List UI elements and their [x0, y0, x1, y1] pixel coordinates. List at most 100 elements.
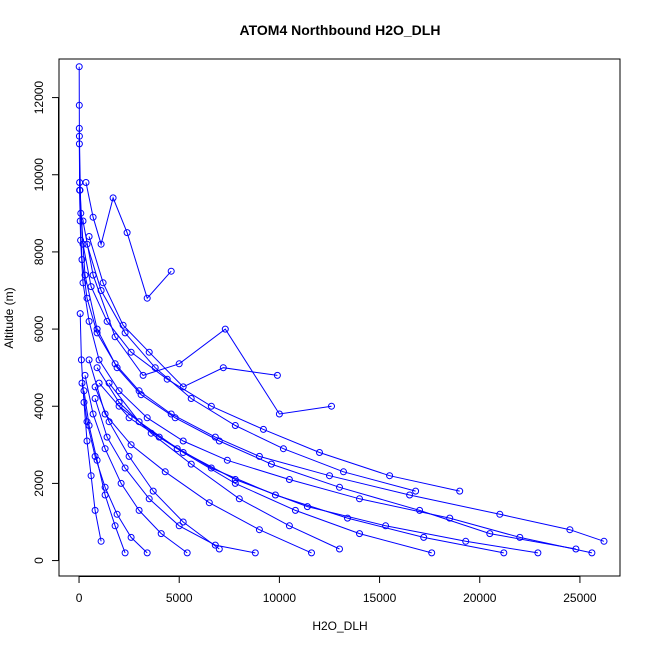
- data-point: [79, 240, 87, 248]
- data-point: [255, 526, 263, 534]
- data-point: [151, 364, 159, 372]
- series-4: [83, 240, 420, 495]
- x-tick-label: 5000: [166, 591, 193, 605]
- data-point: [231, 476, 239, 483]
- data-point: [95, 379, 103, 387]
- data-point: [456, 487, 464, 495]
- data-point: [109, 194, 117, 202]
- data-point: [259, 425, 267, 433]
- series-13: [95, 379, 542, 557]
- series-line: [81, 383, 148, 554]
- series-18: [76, 310, 105, 545]
- data-point: [356, 530, 363, 538]
- data-point: [97, 537, 105, 545]
- series-line: [86, 244, 416, 492]
- data-point: [91, 383, 99, 391]
- series-16: [80, 387, 129, 557]
- data-point: [83, 437, 91, 445]
- data-point: [75, 63, 83, 71]
- data-point: [85, 356, 93, 364]
- y-tick-label: 2000: [32, 470, 46, 497]
- data-point: [93, 325, 101, 333]
- data-point: [173, 445, 181, 453]
- data-point: [145, 348, 153, 356]
- data-point: [356, 495, 363, 503]
- data-point: [111, 333, 119, 341]
- data-point: [316, 449, 323, 456]
- data-point: [91, 395, 99, 402]
- data-point: [93, 364, 101, 372]
- data-point: [125, 414, 133, 422]
- data-point: [179, 518, 187, 526]
- data-point: [412, 487, 420, 495]
- data-point: [428, 549, 436, 557]
- data-point: [183, 549, 191, 557]
- data-point: [101, 483, 109, 491]
- plot-marks: [75, 63, 608, 557]
- data-point: [75, 132, 83, 140]
- y-tick-label: 10000: [32, 158, 46, 192]
- data-point: [328, 402, 335, 410]
- data-point: [127, 348, 135, 356]
- data-point: [115, 387, 123, 395]
- series-0: [75, 63, 608, 545]
- x-tick-label: 10000: [263, 591, 297, 605]
- y-tick-label: 6000: [32, 315, 46, 342]
- data-point: [121, 464, 129, 472]
- data-point: [303, 503, 311, 511]
- data-point: [179, 437, 187, 445]
- data-point: [179, 449, 187, 456]
- data-point: [285, 476, 293, 483]
- data-point: [111, 522, 119, 530]
- data-point: [135, 506, 143, 514]
- data-point: [91, 506, 99, 514]
- data-point: [117, 479, 125, 487]
- data-point: [223, 456, 231, 464]
- data-point: [161, 468, 169, 476]
- data-point: [382, 522, 390, 530]
- y-tick-label: 4000: [32, 393, 46, 420]
- series-11: [105, 379, 436, 557]
- data-point: [89, 410, 97, 418]
- series-line: [83, 390, 126, 554]
- data-point: [500, 549, 508, 557]
- data-point: [93, 456, 101, 464]
- series-14: [81, 371, 191, 557]
- series-8: [91, 395, 259, 557]
- data-point: [221, 325, 229, 333]
- data-point: [187, 460, 195, 468]
- data-point: [95, 356, 103, 364]
- data-point: [80, 387, 88, 395]
- data-point: [516, 533, 524, 541]
- series-line: [79, 313, 102, 542]
- data-point: [336, 483, 343, 491]
- x-tick-label: 20000: [463, 591, 497, 605]
- series-line: [84, 375, 188, 554]
- data-point: [215, 545, 223, 553]
- data-point: [211, 541, 219, 549]
- data-point: [271, 491, 279, 499]
- data-point: [386, 472, 394, 480]
- data-point: [121, 549, 129, 557]
- data-point: [82, 179, 90, 186]
- data-point: [420, 533, 428, 541]
- data-point: [105, 379, 113, 387]
- data-point: [215, 437, 223, 445]
- data-point: [416, 506, 424, 514]
- data-point: [105, 418, 113, 426]
- data-point: [534, 549, 542, 557]
- data-point: [87, 472, 95, 480]
- data-point: [344, 514, 351, 522]
- series-1: [75, 124, 596, 557]
- data-point: [143, 414, 151, 422]
- series-line: [94, 398, 256, 554]
- series-line: [88, 359, 312, 554]
- series-9: [85, 356, 315, 557]
- series-line: [88, 236, 278, 388]
- x-tick-label: 25000: [563, 591, 597, 605]
- series-6: [85, 233, 281, 391]
- x-axis: 0 5000 10000 15000 20000 25000: [76, 576, 597, 605]
- data-point: [167, 267, 175, 275]
- data-point: [326, 472, 333, 480]
- data-point: [446, 514, 454, 522]
